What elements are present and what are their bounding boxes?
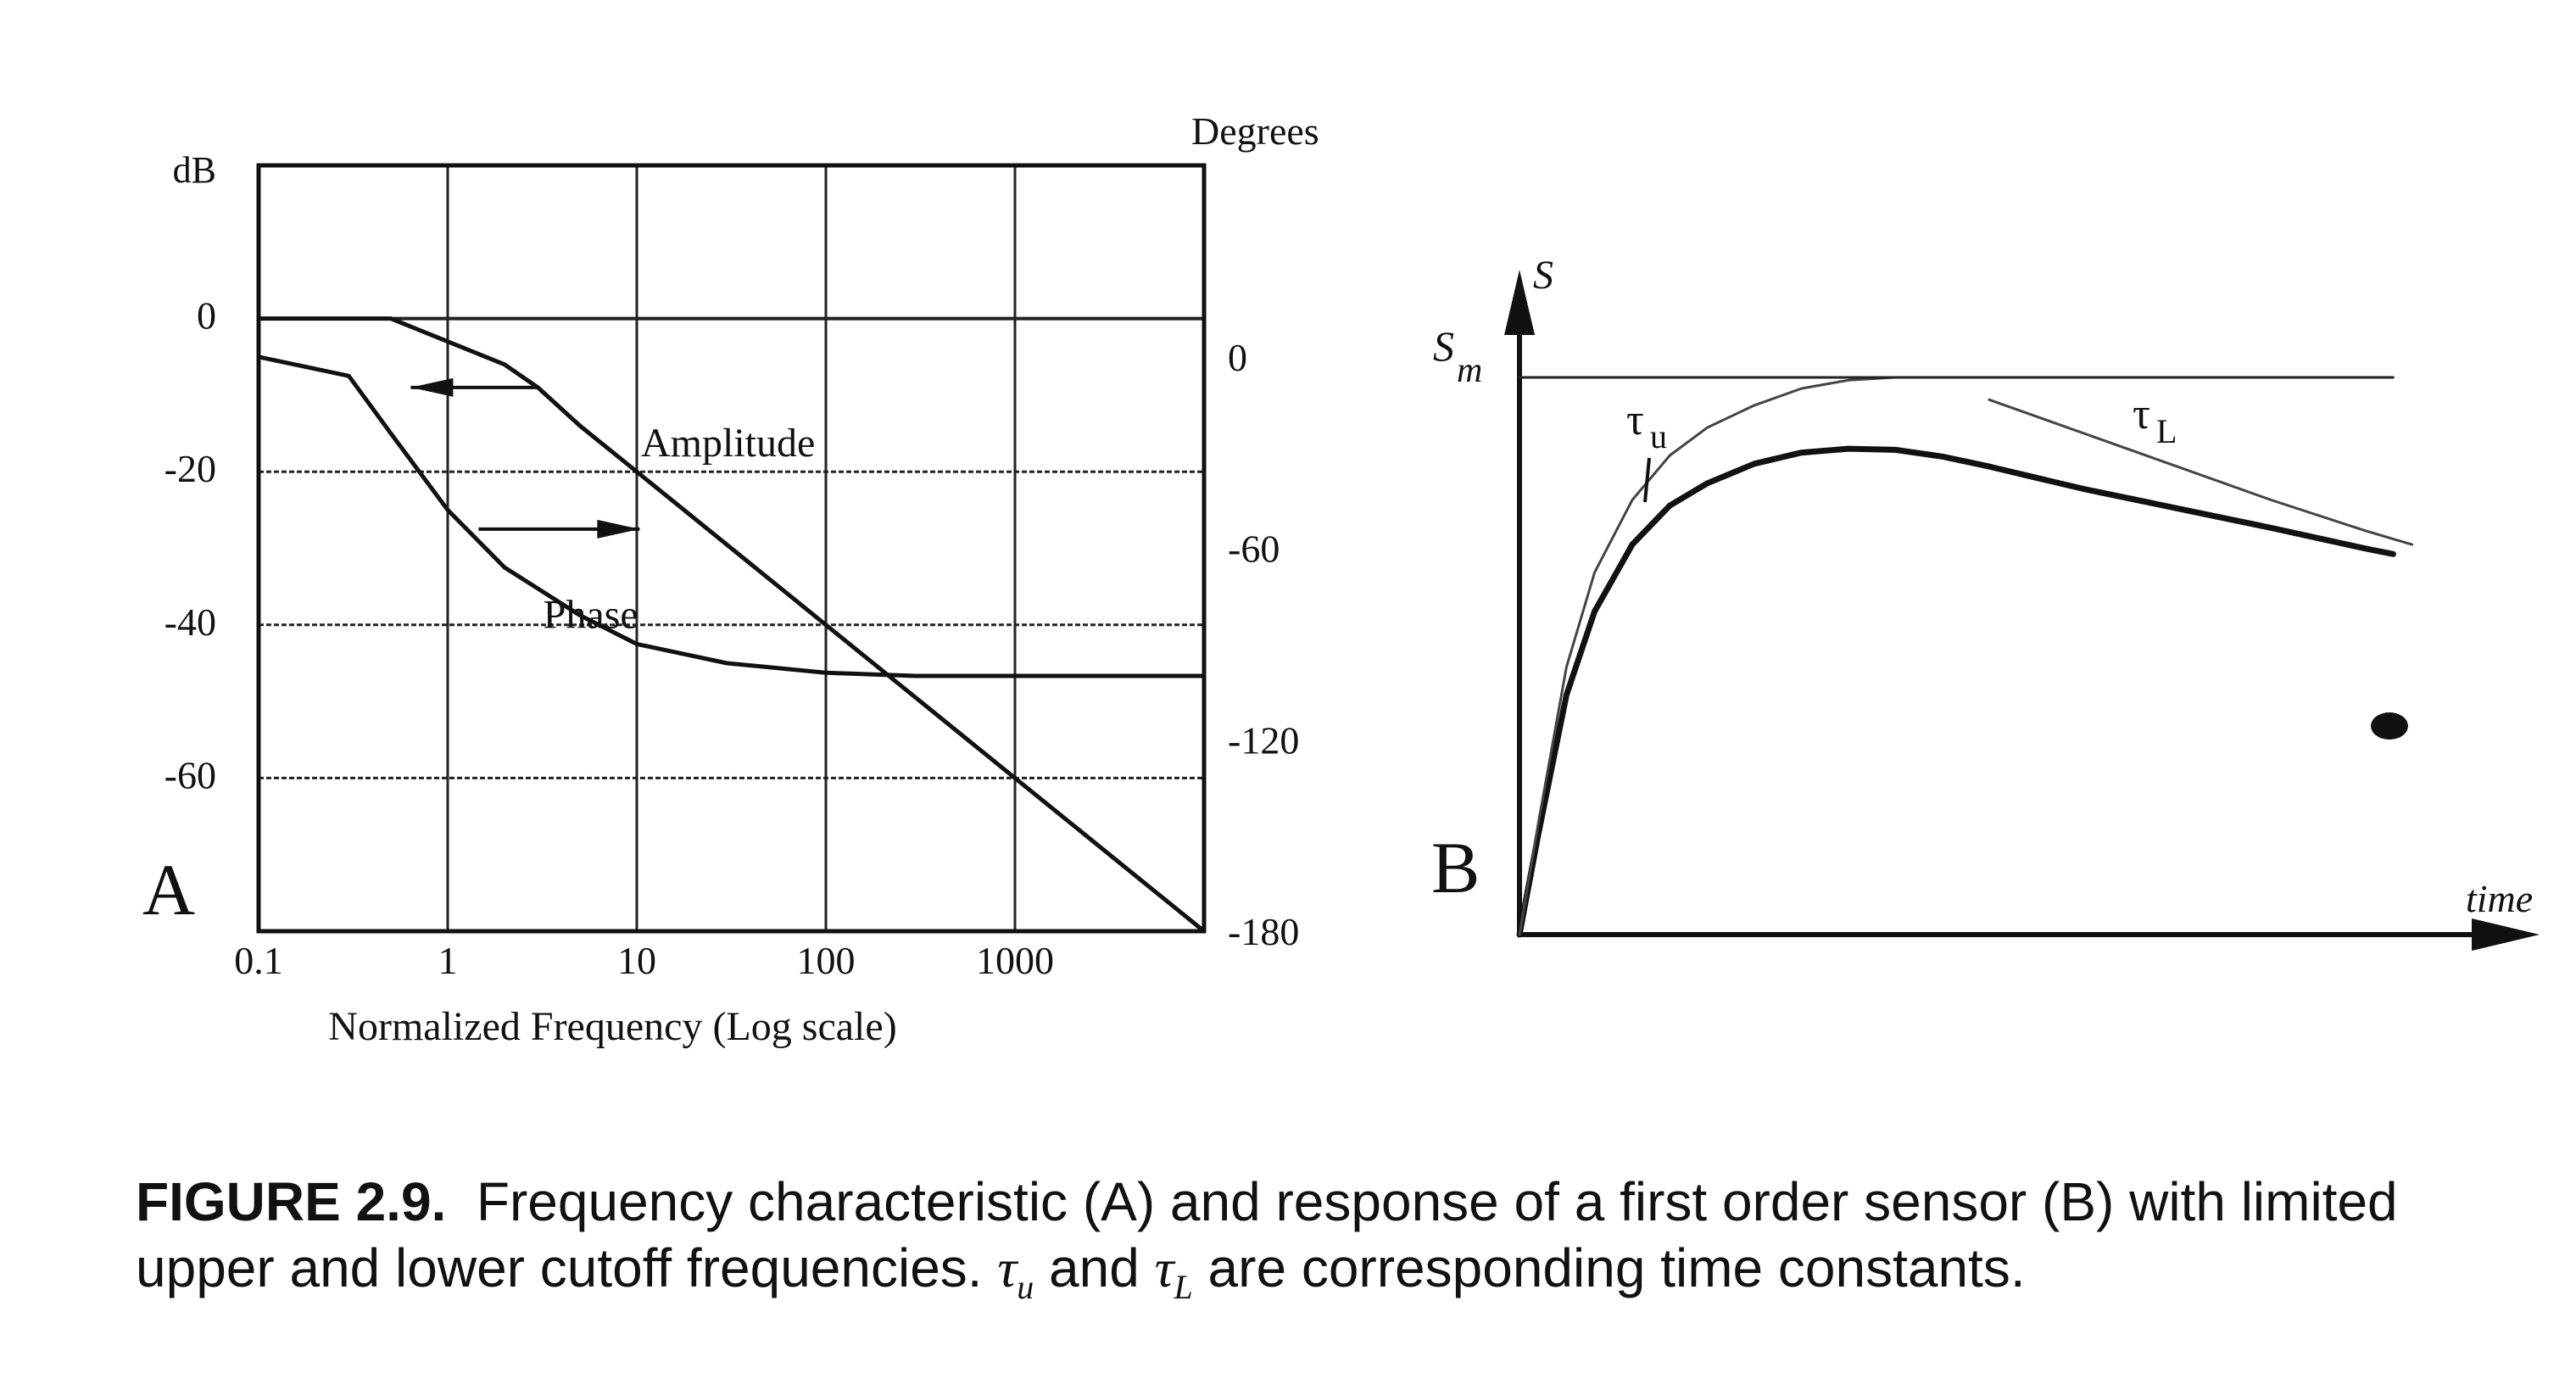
- x-axis-label: Normalized Frequency (Log scale): [328, 1004, 896, 1049]
- series-line-lower-bound: [1988, 398, 2414, 546]
- caption-line-1: FIGURE 2.9. Frequency characteristic (A)…: [136, 1169, 2561, 1235]
- x-tick-label-10: 10: [617, 939, 656, 982]
- caption-tau-l: τ: [1154, 1238, 1174, 1298]
- y-left-axis-label: dB: [173, 149, 216, 191]
- series-line-phase: [258, 355, 1204, 678]
- y-right-axis-label: Degrees: [1191, 109, 1319, 153]
- series-line-amplitude: [259, 316, 1206, 933]
- panel-a-grid: [259, 165, 1204, 931]
- caption-text-1: Frequency characteristic (A) and respons…: [476, 1171, 2398, 1232]
- phase-arrow-right: [478, 519, 640, 539]
- figure-label: FIGURE 2.9.: [136, 1171, 447, 1232]
- tau-u-marker: [1643, 457, 1651, 503]
- caption-and: and: [1049, 1237, 1140, 1298]
- series-line-upper-bound: [1518, 376, 1944, 936]
- panel-a-chart: 0.1 1 10 100 1000 0 -20 -40 -60 0 -60 -120 -180 dB Deg…: [142, 109, 1319, 1049]
- panel-b-label: B: [1431, 827, 1480, 908]
- y-right-tick-label--60: -60: [1228, 528, 1280, 571]
- series-line-response: [1516, 445, 2396, 938]
- y-right-tick-label--180: -180: [1228, 910, 1299, 953]
- x-tick-label-0.1: 0.1: [234, 939, 283, 982]
- y-left-tick-label--20: -20: [164, 447, 216, 490]
- annotation-tau-l-subscript: L: [2156, 412, 2177, 450]
- annotation-tau-u: τ: [1626, 396, 1644, 444]
- figure-caption: FIGURE 2.9. Frequency characteristic (A)…: [136, 1169, 2561, 1320]
- panel-a-labels: 0.1 1 10 100 1000 0 -20 -40 -60 0 -60 -120 -180 dB Deg…: [142, 109, 1319, 1049]
- panel-b-curves: [1516, 376, 2414, 938]
- y-left-tick-label-0: 0: [197, 294, 216, 338]
- panel-b-level-label: S: [1433, 322, 1454, 370]
- y-right-tick-label--120: -120: [1228, 718, 1299, 762]
- panel-a-curves: [258, 316, 1206, 933]
- panel-b-level-subscript: m: [1457, 351, 1482, 390]
- annotation-tau-l: τ: [2133, 390, 2150, 438]
- y-left-tick-label--60: -60: [164, 753, 216, 796]
- caption-text-2a: upper and lower cutoff frequencies.: [136, 1237, 983, 1298]
- panel-b-x-arrowhead: [2472, 918, 2540, 951]
- x-tick-label-100: 100: [797, 939, 856, 982]
- annotation-tau-u-subscript: u: [1650, 417, 1667, 455]
- caption-tau-u: τ: [997, 1238, 1018, 1298]
- ink-blot: [2371, 712, 2408, 740]
- y-right-tick-label-0: 0: [1228, 336, 1247, 379]
- series-label-phase: Phase: [544, 593, 638, 638]
- y-left-tick-label--40: -40: [164, 600, 216, 644]
- x-tick-label-1000: 1000: [976, 939, 1054, 982]
- panel-a-label: A: [142, 849, 195, 930]
- panel-b-y-axis-label: S: [1533, 253, 1553, 298]
- series-label-amplitude: Amplitude: [641, 421, 815, 466]
- caption-sub-l: L: [1174, 1267, 1193, 1306]
- caption-line-2: upper and lower cutoff frequencies. τu a…: [136, 1235, 2561, 1320]
- panel-a-frame: [256, 163, 1207, 934]
- caption-text-2b: are corresponding time constants.: [1207, 1237, 2026, 1298]
- panel-b-x-axis-label: time: [2466, 877, 2533, 920]
- panel-b-axes: [1504, 270, 2540, 951]
- caption-sub-u: u: [1017, 1267, 1034, 1306]
- panel-b-y-arrowhead: [1504, 270, 1535, 335]
- x-tick-label-1: 1: [438, 939, 458, 982]
- amplitude-arrow-left: [410, 377, 538, 397]
